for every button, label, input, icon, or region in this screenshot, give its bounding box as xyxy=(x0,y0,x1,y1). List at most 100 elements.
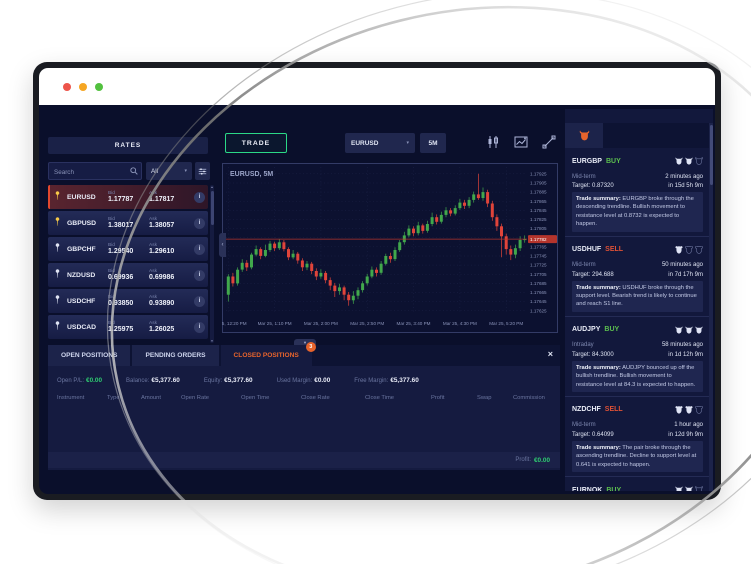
info-icon[interactable]: i xyxy=(194,243,205,255)
search-box[interactable] xyxy=(48,162,142,180)
close-icon[interactable]: × xyxy=(547,349,553,359)
signals-scrollbar[interactable] xyxy=(709,123,713,491)
tab-open-positions[interactable]: OPEN POSITIONS xyxy=(48,345,131,366)
rates-row-nzdusd[interactable]: NZDUSD Bid 0.69936 Ask 0.69986 i xyxy=(48,263,208,287)
ask-value: 0.69986 xyxy=(149,273,175,281)
signal-summary: Trade summary: EURGBP broke through the … xyxy=(572,192,703,232)
search-input[interactable] xyxy=(52,164,130,180)
rates-title: RATES xyxy=(48,137,208,154)
bid-quote: Bid 1.38017 xyxy=(108,217,149,230)
svg-text:1.17705: 1.17705 xyxy=(530,272,547,277)
symbol-select[interactable]: EURUSD ▾ xyxy=(345,133,415,153)
rates-row-eurusd[interactable]: EURUSD Bid 1.17787 Ask 1.17817 i xyxy=(48,185,208,209)
bid-value: 1.38017 xyxy=(108,221,134,229)
bear-strength-icon xyxy=(695,241,703,259)
scrollbar-thumb[interactable] xyxy=(210,191,214,225)
svg-text:Mar 25, 1:10 PM: Mar 25, 1:10 PM xyxy=(258,321,292,326)
signal-summary-label: Trade summary: xyxy=(576,444,621,451)
rates-scrollbar[interactable]: ▴ ▾ xyxy=(210,185,214,343)
bear-strength-icon xyxy=(685,401,693,419)
signal-card-usdhuf[interactable]: USDHUF SELL Mid-term 50 minutes ago Target: … xyxy=(565,237,709,317)
signal-eta: in 1d 12h 9m xyxy=(668,351,703,358)
ask-value: 1.38057 xyxy=(149,221,175,229)
chart-type-icon[interactable] xyxy=(486,135,500,149)
symbol-select-value: EURUSD xyxy=(351,139,379,147)
window-close-button[interactable] xyxy=(63,82,71,91)
scroll-up-icon[interactable]: ▴ xyxy=(211,185,213,189)
signal-target-row: Target: 294.688 in 7d 17h 9m xyxy=(572,272,703,278)
info-icon[interactable]: i xyxy=(194,217,205,229)
filter-settings-button[interactable] xyxy=(195,162,210,180)
positions-footer: Profit: €0.00 xyxy=(48,452,560,468)
window-minimize-button[interactable] xyxy=(79,82,87,91)
window-zoom-button[interactable] xyxy=(95,82,103,91)
rates-row-usdchf[interactable]: USDCHF Bid 0.93850 Ask 0.93890 i xyxy=(48,289,208,313)
signal-target-row: Target: 84.3000 in 1d 12h 9m xyxy=(572,352,703,358)
ask-quote: Ask 1.26025 xyxy=(149,321,190,334)
svg-text:1.17845: 1.17845 xyxy=(530,208,547,213)
pin-icon[interactable] xyxy=(54,214,61,232)
collapse-left-icon: ‹ xyxy=(221,242,224,248)
bid-value: 0.69936 xyxy=(108,273,134,281)
tab-pending-orders[interactable]: PENDING ORDERS xyxy=(132,345,219,366)
chart-toolbar: TRADE EURUSD ▾ 5M xyxy=(222,133,558,155)
signal-card-nzdchf[interactable]: NZDCHF SELL Mid-term 1 hour ago Target: 0.64… xyxy=(565,397,709,478)
tab-closed-positions[interactable]: CLOSED POSITIONS 3 xyxy=(220,342,316,366)
bull-strength-icon xyxy=(695,321,703,339)
signal-card-eurgbp[interactable]: EURGBP BUY Mid-term 2 minutes ago Target: 0.… xyxy=(565,148,709,237)
signal-card-audjpy[interactable]: AUDJPY BUY Intraday 58 minutes ago Target: 8… xyxy=(565,317,709,397)
signal-term: Mid-term xyxy=(572,173,596,180)
signal-pair: USDHUF xyxy=(572,246,602,254)
candlestick-chart[interactable]: 1.17925 1.17905 1.17885 1.17865 1.17845 1.178… xyxy=(210,163,558,333)
svg-text:Mar 25, 2:50 PM: Mar 25, 2:50 PM xyxy=(350,321,384,326)
rate-symbol: EURUSD xyxy=(67,193,96,201)
signal-target-row: Target: 0.87320 in 15d 5h 9m xyxy=(572,183,703,189)
pin-icon[interactable] xyxy=(54,266,61,284)
signal-meta-row: Mid-term 50 minutes ago xyxy=(572,262,703,268)
signal-summary: Trade summary: The pair broke through th… xyxy=(572,440,703,473)
signal-strength xyxy=(675,321,703,339)
timeframe-button[interactable]: 5M xyxy=(420,133,446,153)
bid-quote: Bid 0.93850 xyxy=(108,295,149,308)
signal-target: Target: 0.64099 xyxy=(572,431,614,438)
rates-controls: All ▾ xyxy=(48,162,210,180)
rate-symbol: GBPCHF xyxy=(67,245,96,253)
pin-icon[interactable] xyxy=(54,292,61,310)
pin-icon[interactable] xyxy=(54,188,61,206)
rates-filter-select[interactable]: All ▾ xyxy=(146,162,192,180)
info-icon[interactable]: i xyxy=(194,295,205,307)
trade-button[interactable]: TRADE xyxy=(225,133,287,153)
chevron-down-icon: ▾ xyxy=(184,168,187,174)
pin-icon[interactable] xyxy=(54,240,61,258)
ask-quote: Ask 0.69986 xyxy=(149,269,190,282)
bull-strength-icon xyxy=(675,481,683,491)
signal-eta: in 12d 9h 9m xyxy=(668,431,703,438)
info-icon[interactable]: i xyxy=(194,269,205,281)
chart-canvas[interactable]: 1.17925 1.17905 1.17885 1.17865 1.17845 1.178… xyxy=(210,163,558,333)
signals-tab-bull[interactable] xyxy=(565,123,603,148)
panel-collapse-left-handle[interactable]: ‹ xyxy=(219,233,226,257)
pin-icon[interactable] xyxy=(54,318,61,336)
rates-row-gbpusd[interactable]: GBPUSD Bid 1.38017 Ask 1.38057 i xyxy=(48,211,208,235)
rates-row-gbpchf[interactable]: GBPCHF Bid 1.29540 Ask 1.29610 i xyxy=(48,237,208,261)
ask-value: 1.17817 xyxy=(149,195,175,203)
drawing-tools-icon[interactable] xyxy=(542,135,556,149)
search-icon xyxy=(130,167,138,175)
info-icon[interactable]: i xyxy=(194,191,205,203)
info-icon[interactable]: i xyxy=(194,321,205,333)
signal-header: USDHUF SELL xyxy=(572,241,703,259)
scrollbar-thumb[interactable] xyxy=(709,125,713,185)
tab-badge: 3 xyxy=(305,342,316,352)
rates-row-usdcad[interactable]: USDCAD Bid 1.25975 Ask 1.26025 i xyxy=(48,315,208,339)
bid-value: 1.25975 xyxy=(108,325,134,333)
stat-value: €5,377.60 xyxy=(390,377,419,384)
signal-direction: SELL xyxy=(605,246,624,254)
browser-titlebar xyxy=(39,68,715,105)
signal-pair: EURGBP xyxy=(572,157,602,165)
scroll-down-icon[interactable]: ▾ xyxy=(211,339,213,343)
signal-strength xyxy=(675,401,703,419)
svg-text:1.17745: 1.17745 xyxy=(530,254,547,259)
indicators-icon[interactable] xyxy=(514,135,528,149)
signal-time-ago: 1 hour ago xyxy=(674,422,703,429)
